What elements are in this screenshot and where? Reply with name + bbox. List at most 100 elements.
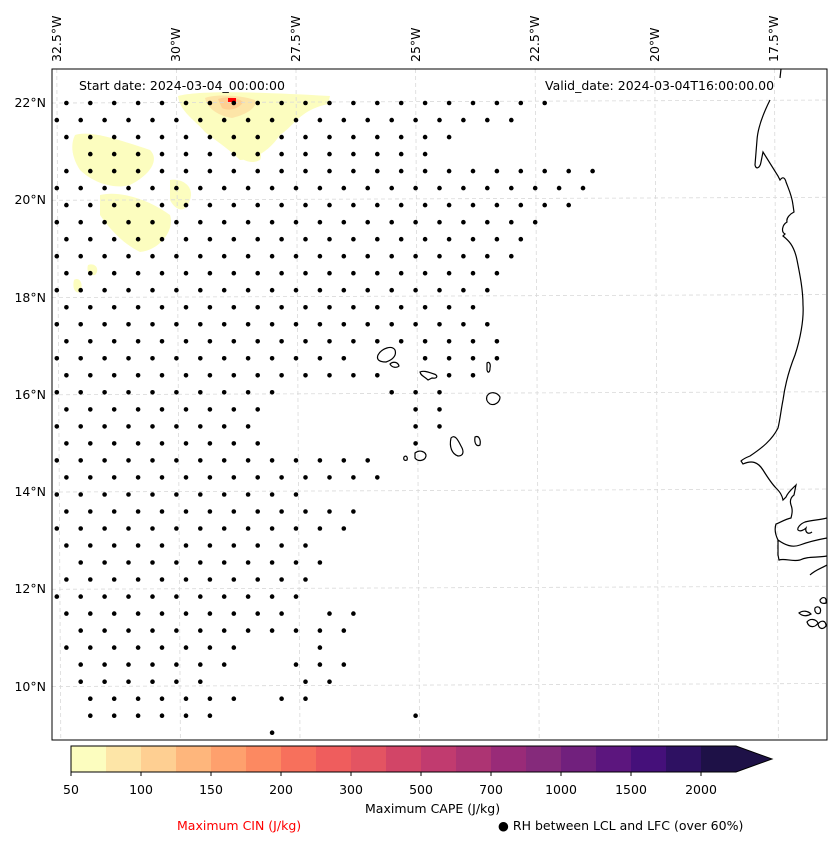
rh-dot <box>269 356 275 361</box>
rh-dot <box>221 662 227 667</box>
rh-dot <box>293 628 299 633</box>
rh-dot <box>159 509 165 514</box>
rh-dot <box>64 100 69 106</box>
rh-dot <box>126 526 131 531</box>
rh-dot <box>64 645 69 650</box>
rh-dot <box>317 185 323 191</box>
rh-dot <box>111 270 117 276</box>
rh-dot <box>470 356 476 361</box>
rh-dot <box>88 168 93 174</box>
rh-dot <box>446 356 452 361</box>
rh-dot <box>485 185 490 191</box>
colorbar-segment <box>456 746 492 772</box>
rh-dot <box>231 696 237 701</box>
rh-dot <box>174 662 179 667</box>
rh-dot <box>174 628 179 633</box>
rh-dot <box>126 424 131 429</box>
rh-dot <box>365 117 371 123</box>
rh-dot <box>126 679 131 684</box>
rh-dot <box>327 202 332 208</box>
colorbar-segment <box>421 746 457 772</box>
rh-dot <box>398 134 404 140</box>
rh-dot <box>150 356 155 361</box>
rh-dot <box>413 322 418 327</box>
rh-dot <box>102 628 107 633</box>
rh-dot <box>303 679 308 684</box>
rh-dot <box>221 458 227 463</box>
coastlines <box>376 69 827 630</box>
rh-dot <box>461 185 466 191</box>
rh-dot <box>159 270 165 276</box>
rh-dot <box>78 287 83 293</box>
rh-dot <box>327 509 332 514</box>
rh-dot <box>159 577 165 582</box>
rh-dot <box>422 270 428 276</box>
rh-dot <box>159 168 165 174</box>
rh-dot <box>198 185 203 191</box>
rh-dot <box>255 134 260 140</box>
rh-dot <box>494 236 500 242</box>
rh-dot <box>437 322 442 327</box>
rh-dot <box>542 202 547 208</box>
rh-dot <box>279 577 284 582</box>
rh-dot <box>207 134 213 140</box>
rh-dot <box>159 134 165 140</box>
rh-dot <box>102 424 107 429</box>
rh-dot <box>135 543 141 548</box>
rh-dot <box>150 390 155 395</box>
rh-dot <box>221 356 227 361</box>
rh-dot <box>78 322 83 327</box>
rh-dot <box>150 424 155 429</box>
rh-dot <box>446 236 452 242</box>
rh-dot <box>126 390 131 395</box>
rh-dot <box>509 185 514 191</box>
rh-dot <box>174 390 179 395</box>
rh-dot <box>102 322 107 327</box>
rh-dot <box>389 185 395 191</box>
rh-dot <box>269 492 275 497</box>
rh-dot <box>327 475 332 480</box>
rh-dot <box>303 100 308 106</box>
rh-dot <box>150 560 155 565</box>
rh-dot <box>422 202 428 208</box>
rh-dot <box>341 662 347 667</box>
rh-dot <box>78 219 83 225</box>
rh-dot <box>293 526 299 531</box>
rh-dot <box>126 322 131 327</box>
rh-dot <box>437 390 442 395</box>
cin-label: Maximum CIN (J/kg) <box>177 818 302 833</box>
rh-dot <box>183 577 189 582</box>
rh-dot <box>54 492 60 497</box>
rh-dot <box>245 185 251 191</box>
rh-dot <box>174 219 179 225</box>
rh-dot <box>303 151 308 157</box>
rh-dot <box>485 253 490 259</box>
rh-dot <box>183 645 189 650</box>
rh-dot <box>446 270 452 276</box>
longitude-tick-label: 30°W <box>168 27 184 62</box>
rh-dot <box>111 645 117 650</box>
rh-dot <box>422 134 428 140</box>
rh-dot <box>461 287 466 293</box>
rh-dot <box>78 253 83 259</box>
rh-dot <box>174 356 179 361</box>
rh-dot <box>221 219 227 225</box>
latitude-tick-label: 16°N <box>14 386 46 402</box>
rh-dot <box>135 134 141 140</box>
rh-dot <box>102 679 107 684</box>
rh-dot <box>111 236 117 242</box>
rh-dot <box>111 509 117 514</box>
rh-dot <box>102 458 107 463</box>
rh-dot <box>64 202 69 208</box>
rh-dot <box>102 219 107 225</box>
rh-dot <box>269 253 275 259</box>
rh-dot <box>207 475 213 480</box>
rh-dot <box>375 151 380 157</box>
rh-dot <box>398 100 404 106</box>
parallel-gridline <box>52 294 827 298</box>
cape-region-50 <box>100 193 171 252</box>
rh-dot <box>135 373 141 378</box>
rh-dot <box>102 253 107 259</box>
rh-dot <box>542 168 547 174</box>
rh-dot <box>518 100 524 106</box>
